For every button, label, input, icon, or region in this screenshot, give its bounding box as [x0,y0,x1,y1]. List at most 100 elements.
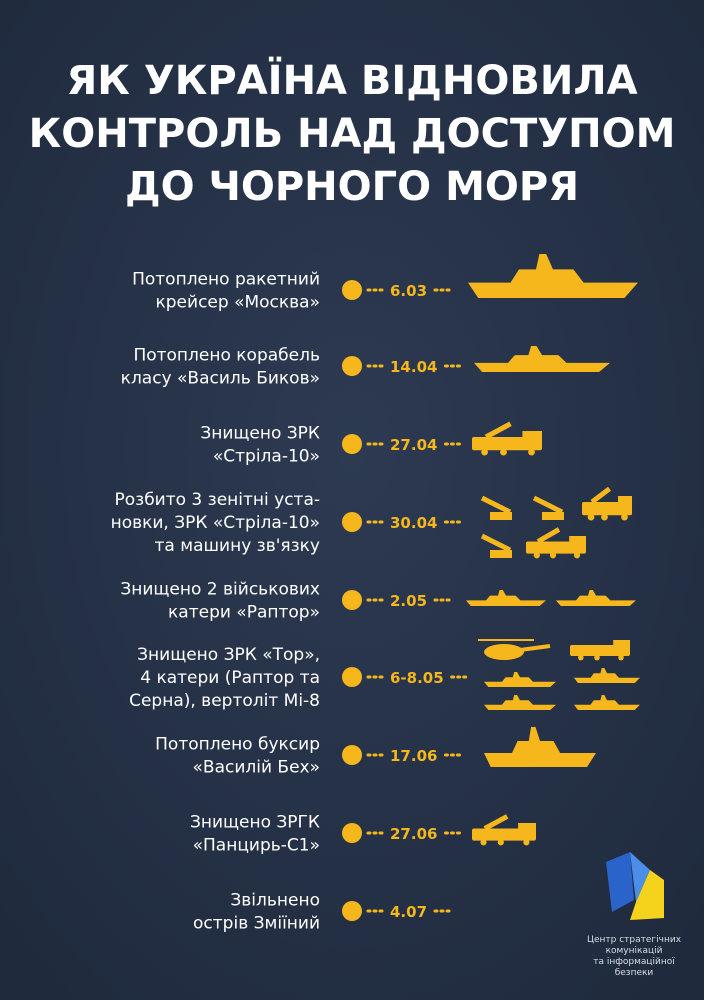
event-text: «Стріла-10» [213,447,320,467]
ship-icon [484,672,556,687]
event-text: Знищено 2 військових [120,580,320,600]
timeline-row: Потоплено ракетний крейсер «Москва» 6.03 [132,254,638,313]
title-line: ДО ЧОРНОГО МОРЯ [125,164,579,210]
event-icons [484,727,596,767]
ship-icon [468,254,638,298]
timeline-dot [342,434,362,454]
logo-mark [606,852,664,920]
event-text: новки, ЗРК «Стріла-10» [111,513,320,533]
timeline-row: Потоплено буксир «Василій Бех» 17.06 [155,727,596,778]
wheel [523,839,530,846]
wheel [573,552,581,559]
logo-text: та інформаційної [593,957,675,967]
wheel [618,654,624,661]
event-text: 4 катери (Раптор та [140,668,320,688]
event-date: 27.06 [390,825,437,843]
timeline-dot [342,823,362,843]
launcher-base [490,512,512,520]
timeline-dot [342,590,362,610]
event-icons [474,346,610,372]
launcher-base [490,550,512,558]
timeline-dot [342,745,362,765]
event-text: Потоплено корабель [133,346,320,366]
event-icons [472,421,542,456]
timeline-row: Знищено ЗРК «Тор», 4 катери (Раптор та Сер… [129,639,640,711]
launcher [536,527,561,544]
timeline-row: Знищено ЗРГК «Панцирь-С1» 27.06 [190,813,536,856]
wheel [549,552,557,559]
ship-icon [574,668,640,683]
wheel [587,513,595,521]
launcher-tube [480,495,512,515]
ship-icon [466,590,546,606]
event-date: 2.05 [390,592,427,610]
timeline-dot [342,512,362,532]
event-date: 4.07 [390,903,427,921]
wheel [500,448,507,456]
ship-icon [574,695,640,710]
event-text: Знищено ЗРК «Тор», [137,645,320,665]
launcher [483,814,509,831]
event-date: 6-8.05 [390,669,444,687]
event-text: Серна), вертоліт Мі-8 [129,691,320,711]
title-line: КОНТРОЛЬ НАД ДОСТУПОМ [29,111,676,157]
truck-cab [618,496,632,506]
wheel [533,552,540,559]
launcher-tube [480,533,512,553]
event-icons [472,814,536,846]
event-icons [480,486,632,559]
wheel [594,654,600,661]
event-text: Знищено ЗРГК [190,813,320,833]
heli-tail [519,644,551,652]
timeline-dot [342,667,362,687]
timeline-dot [342,901,362,921]
event-text: «Василій Бех» [193,758,321,778]
title-line: ЯК УКРАЇНА ВІДНОВИЛА [66,56,637,104]
event-text: Розбито 3 зенітні уста- [115,490,321,510]
timeline-dot [342,280,362,300]
event-text: Знищено ЗРК [200,424,320,444]
event-icons [466,590,636,606]
timeline-row: Звільнено острів Зміїний 4.07 [193,891,453,934]
event-date: 30.04 [390,514,437,532]
logo-text: комунікацій [606,946,663,956]
ship-icon [484,727,596,767]
timeline-row: Знищено 2 військових катери «Раптор» 2.05 [120,580,636,623]
launcher [590,486,612,504]
wheel [621,513,628,521]
wheel [480,839,487,846]
launcher [484,421,512,440]
event-icons [468,254,638,298]
event-icons [478,639,640,710]
timeline-row: Потоплено корабель класу «Василь Биков» 14… [121,346,610,389]
event-text: та машину зв'язку [155,536,320,556]
event-date: 6.03 [390,282,427,300]
event-text: крейсер «Москва» [156,293,321,313]
event-text: Звільнено [230,891,320,911]
logo-text: безпеки [615,968,654,978]
wheel [481,448,488,456]
truck-cab [613,640,630,648]
truck-cab [522,431,542,441]
wheel [497,839,504,846]
logo-text: Центр стратегічних [587,935,682,945]
ship-icon [474,346,610,372]
ship-icon [484,695,556,710]
timeline-row: Знищено ЗРК «Стріла-10» 27.04 [200,421,542,467]
ship-icon [556,590,636,606]
event-text: Потоплено буксир [155,735,320,755]
timeline-dot [342,356,362,376]
event-date: 17.06 [390,747,437,765]
wheel [528,448,535,456]
heli-body [484,644,524,660]
event-text: класу «Василь Биков» [121,369,320,389]
event-text: «Панцирь-С1» [193,836,320,856]
event-text: катери «Раптор» [168,603,320,623]
wheel [601,513,608,521]
truck-cab [569,536,586,545]
event-text: острів Зміїний [193,914,320,934]
truck-cab [518,823,536,832]
launcher-tube [532,495,564,515]
